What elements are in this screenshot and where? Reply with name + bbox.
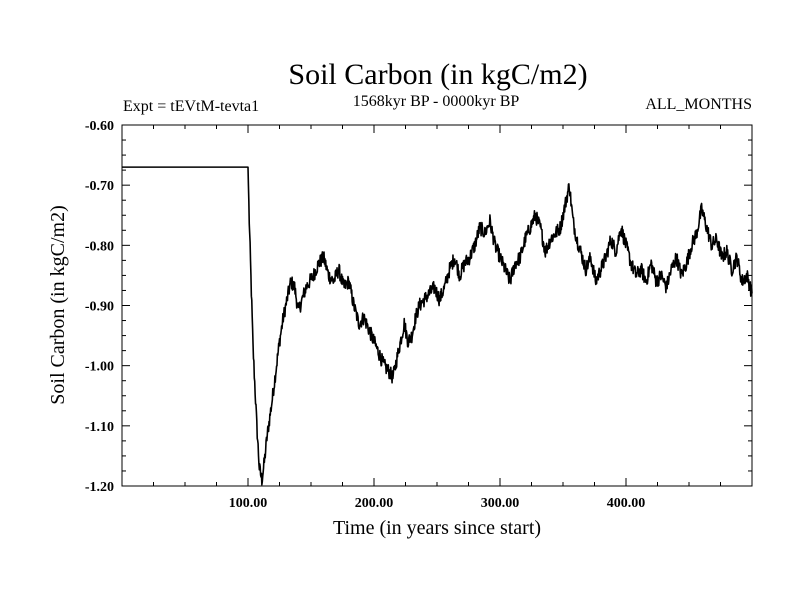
x-tick-label: 400.00 <box>607 496 646 511</box>
experiment-label: Expt = tEVtM-tevta1 <box>123 98 259 115</box>
x-tick-label: 300.00 <box>481 496 520 511</box>
y-tick-label: -0.80 <box>85 239 114 254</box>
x-axis-label: Time (in years since start) <box>333 517 541 539</box>
series-line <box>122 166 753 486</box>
y-tick-label: -1.10 <box>85 420 114 435</box>
data-series <box>122 166 753 486</box>
axis-ticks: 100.00 200.00 300.00 400.00 -0.60 -0.70 -0.80 -… <box>85 119 752 511</box>
y-tick-label: -0.60 <box>85 119 114 134</box>
x-tick-label: 200.00 <box>355 496 394 511</box>
time-range-label: 1568kyr BP - 0000kyr BP <box>353 93 520 110</box>
y-tick-label: -0.70 <box>85 179 114 194</box>
y-axis-label: Soil Carbon (in kgC/m2) <box>47 205 69 404</box>
x-tick-label: 100.00 <box>229 496 268 511</box>
y-tick-label: -0.90 <box>85 300 114 315</box>
months-label: ALL_MONTHS <box>645 96 752 113</box>
y-tick-label: -1.00 <box>85 360 114 375</box>
plot-frame <box>121 124 753 487</box>
chart-title: Soil Carbon (in kgC/m2) <box>288 58 587 91</box>
y-tick-label: -1.20 <box>85 480 114 495</box>
